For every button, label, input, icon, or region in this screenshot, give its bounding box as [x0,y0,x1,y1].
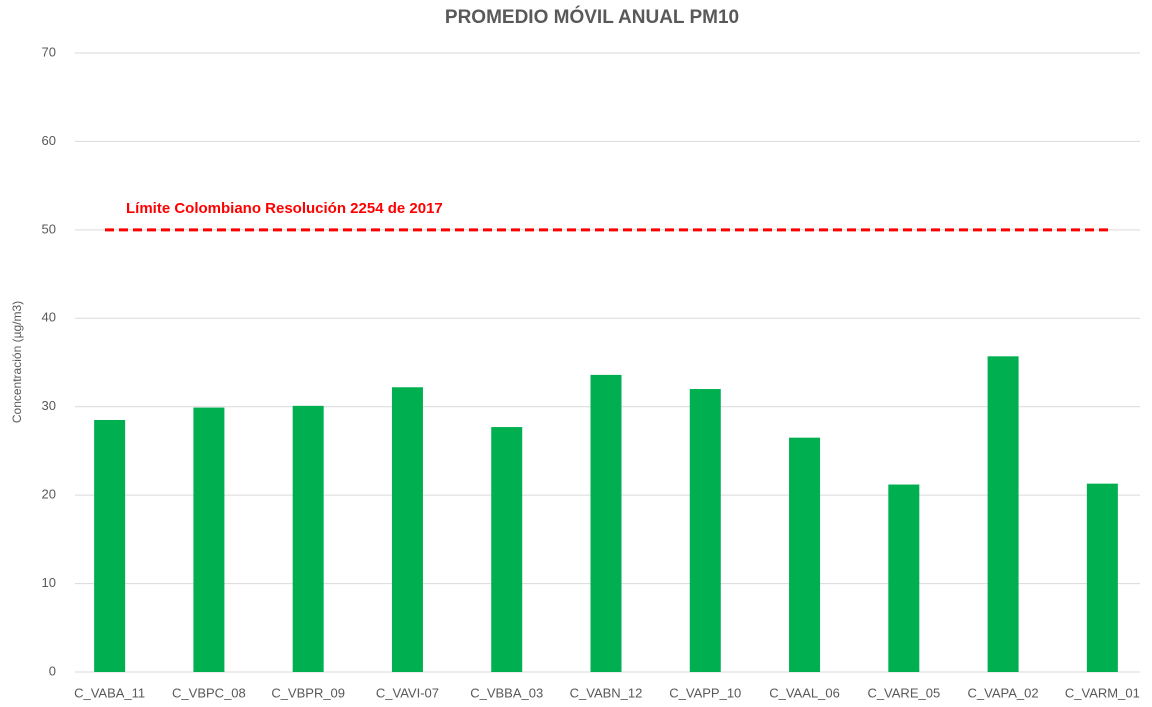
x-tick-label: C_VAPA_02 [968,685,1039,700]
bar [1086,483,1118,672]
bar [888,484,920,672]
bar [94,419,126,672]
x-tick-label: C_VBBA_03 [470,685,543,700]
y-tick-label: 30 [42,398,56,413]
bar [193,407,225,672]
x-tick-label: C_VBPC_08 [172,685,246,700]
x-tick-label: C_VABA_11 [74,685,145,700]
y-tick-label: 50 [42,221,56,236]
reference-label: Límite Colombiano Resolución 2254 de 201… [126,200,443,217]
bar [987,356,1019,672]
x-tick-label: C_VARM_01 [1065,685,1140,700]
bar [391,387,423,672]
bar [292,405,324,672]
x-tick-label: C_VARE_05 [867,685,940,700]
y-tick-label: 10 [42,575,56,590]
x-tick-label: C_VBPR_09 [271,685,345,700]
y-tick-label: 60 [42,133,56,148]
bar [689,389,721,672]
x-tick-label: C_VAVI-07 [376,685,439,700]
y-tick-label: 40 [42,310,56,325]
y-tick-label: 0 [49,663,56,678]
y-axis-label: Concentración (µg/m3) [10,301,24,423]
bar [590,374,622,672]
bar [789,437,821,672]
x-tick-label: C_VAAL_06 [769,685,840,700]
x-tick-label: C_VABN_12 [570,685,643,700]
y-tick-label: 70 [42,44,56,59]
x-tick-label: C_VAPP_10 [669,685,741,700]
chart-title: PROMEDIO MÓVIL ANUAL PM10 [445,6,739,28]
y-tick-label: 20 [42,487,56,502]
bar [491,427,523,672]
